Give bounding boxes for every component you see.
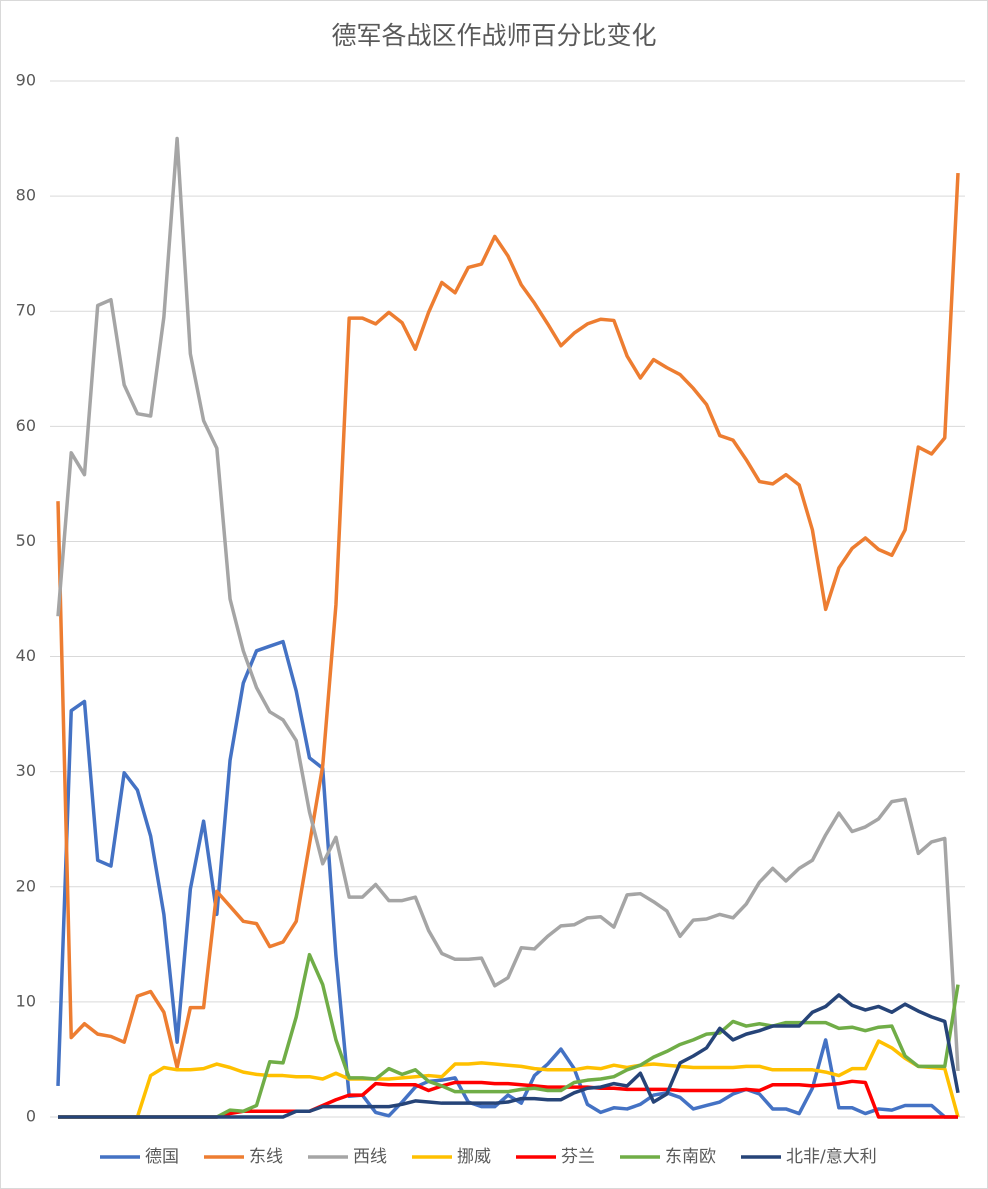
legend-label: 东南欧 bbox=[665, 1147, 716, 1167]
y-tick-label: 60 bbox=[16, 416, 36, 435]
legend-label: 西线 bbox=[353, 1147, 387, 1167]
series-line bbox=[58, 1039, 960, 1119]
y-tick-label: 90 bbox=[16, 71, 36, 90]
series-line bbox=[56, 136, 960, 1072]
series-line bbox=[56, 173, 960, 1070]
y-tick-label: 20 bbox=[16, 876, 36, 895]
legend-label: 芬兰 bbox=[561, 1147, 595, 1167]
y-tick-label: 50 bbox=[16, 531, 36, 550]
y-tick-label: 10 bbox=[16, 991, 36, 1010]
chart-title: 德军各战区作战师百分比变化 bbox=[331, 21, 656, 50]
series-line bbox=[58, 993, 960, 1119]
y-tick-label: 30 bbox=[16, 761, 36, 780]
y-tick-label: 0 bbox=[26, 1107, 36, 1126]
legend-label: 挪威 bbox=[457, 1147, 491, 1167]
legend-label: 东线 bbox=[249, 1147, 283, 1167]
y-tick-label: 70 bbox=[16, 301, 36, 320]
series-line bbox=[56, 639, 958, 1119]
y-tick-label: 40 bbox=[16, 646, 36, 665]
y-tick-label: 80 bbox=[16, 186, 36, 205]
legend-label: 德国 bbox=[145, 1147, 179, 1167]
legend-label: 北非/意大利 bbox=[786, 1147, 877, 1167]
